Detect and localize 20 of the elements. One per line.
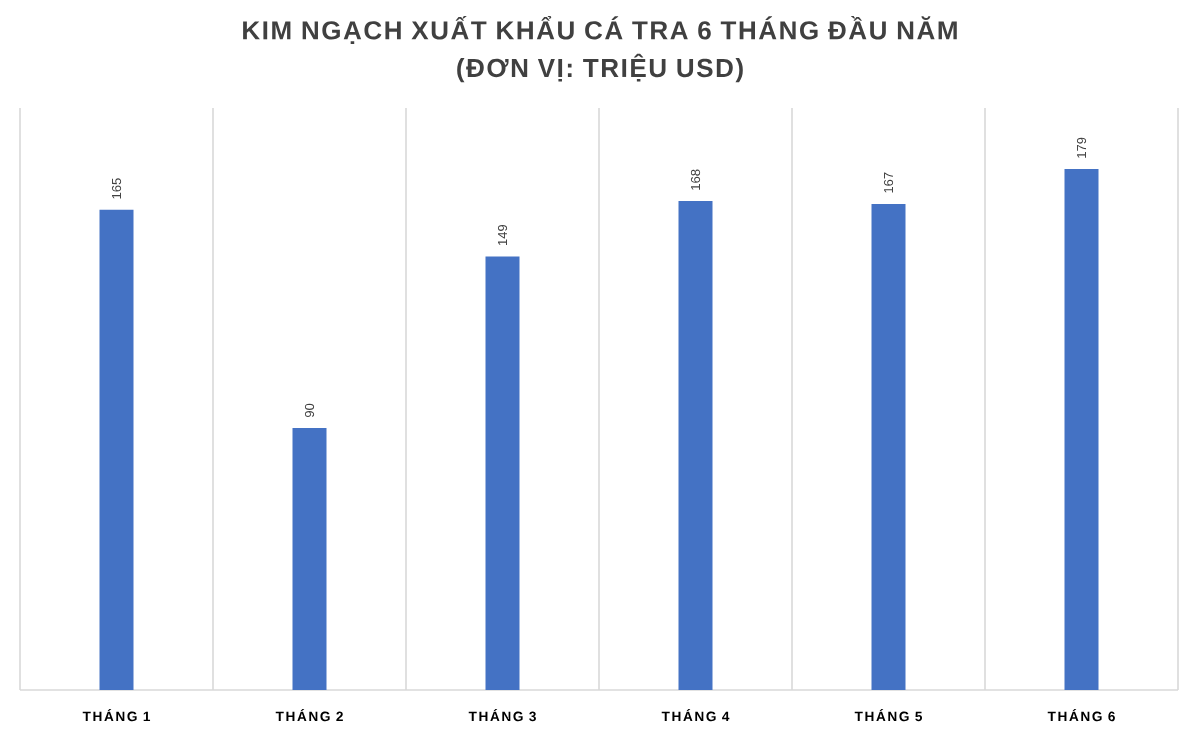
bar — [485, 256, 520, 690]
data-label: 168 — [690, 169, 701, 190]
data-label: 165 — [111, 178, 122, 199]
bar — [678, 201, 713, 690]
x-tick-label: THÁNG 3 — [468, 709, 536, 722]
chart-title: KIM NGẠCH XUẤT KHẨU CÁ TRA 6 THÁNG ĐẦU NĂM — [243, 16, 957, 44]
x-tick-label: THÁNG 2 — [275, 709, 343, 722]
data-label: 179 — [1076, 137, 1087, 158]
bar — [99, 209, 134, 690]
x-tick-label: THÁNG 4 — [661, 709, 730, 722]
bar — [871, 204, 906, 690]
chart-subtitle: (ĐƠN VỊ: TRIỆU USD) — [457, 53, 743, 83]
data-label: 149 — [497, 224, 508, 245]
bar — [292, 428, 327, 690]
x-tick-label: THÁNG 6 — [1047, 709, 1115, 722]
data-label: 167 — [883, 172, 894, 193]
x-tick-label: THÁNG 1 — [82, 709, 151, 722]
x-tick-label: THÁNG 5 — [854, 709, 923, 722]
data-label: 90 — [304, 403, 315, 418]
bar — [1064, 169, 1099, 690]
